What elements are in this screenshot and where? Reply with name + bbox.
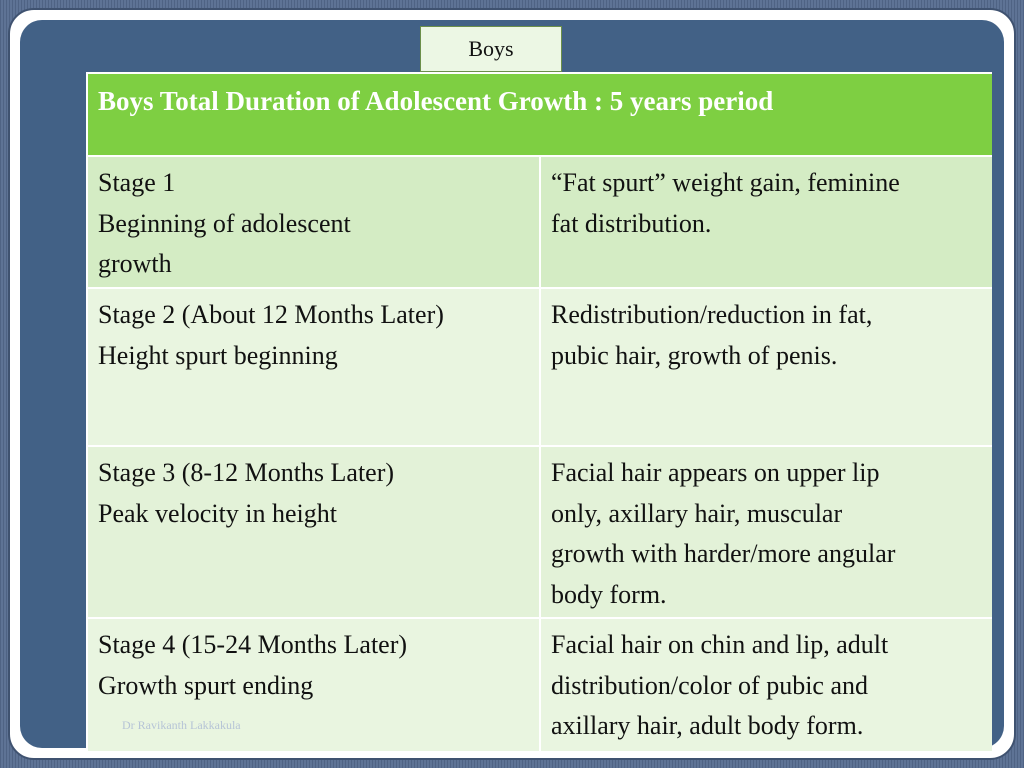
description-line: Facial hair on chin and lip, adult [551, 630, 889, 659]
description-line: Redistribution/reduction in fat, [551, 300, 873, 329]
boys-tab-label: Boys [420, 26, 562, 72]
description-cell: Redistribution/reduction in fat, pubic h… [540, 288, 993, 447]
description-line: distribution/color of pubic and [551, 670, 869, 700]
stage-subtitle: growth [98, 249, 172, 278]
stage-cell: Stage 4 (15-24 Months Later) Growth spur… [88, 618, 541, 753]
stage-title: Stage 1 [98, 168, 176, 197]
description-line: only, axillary hair, muscular [551, 498, 843, 528]
description-line: axillary hair, adult body form. [551, 711, 864, 740]
stage-subtitle: Growth spurt ending [98, 670, 314, 700]
table-row: Stage 3 (8-12 Months Later) Peak velocit… [88, 446, 993, 619]
description-cell: Facial hair appears on upper lip only, a… [540, 446, 993, 619]
stage-cell: Stage 1 Beginning of adolescent growth [88, 156, 541, 289]
stage-cell: Stage 3 (8-12 Months Later) Peak velocit… [88, 446, 541, 619]
stage-title: Stage 2 (About 12 Months Later) [98, 300, 444, 329]
table-header: Boys Total Duration of Adolescent Growth… [88, 74, 993, 157]
author-watermark: Dr Ravikanth Lakkakula [122, 718, 241, 732]
description-cell: Facial hair on chin and lip, adult distr… [540, 618, 993, 753]
stage-subtitle: Height spurt beginning [98, 340, 338, 370]
growth-stages-table: Boys Total Duration of Adolescent Growth… [86, 72, 993, 754]
description-cell: “Fat spurt” weight gain, feminine fat di… [540, 156, 993, 289]
description-line: Facial hair appears on upper lip [551, 458, 880, 487]
stage-title: Stage 4 (15-24 Months Later) [98, 630, 408, 659]
description-line: pubic hair, growth of penis. [551, 340, 838, 370]
stage-cell: Stage 2 (About 12 Months Later) Height s… [88, 288, 541, 447]
table-header-row: Boys Total Duration of Adolescent Growth… [88, 74, 993, 157]
slide: Boys Boys Total Duration of Adolescent G… [8, 8, 1016, 760]
table-row: Stage 4 (15-24 Months Later) Growth spur… [88, 618, 993, 753]
description-line: “Fat spurt” weight gain, feminine [551, 168, 900, 197]
stage-title: Stage 3 (8-12 Months Later) [98, 458, 395, 487]
description-line: body form. [551, 579, 667, 609]
table-row: Stage 2 (About 12 Months Later) Height s… [88, 288, 993, 447]
description-line: growth with harder/more angular [551, 539, 896, 568]
stage-subtitle: Peak velocity in height [98, 498, 338, 528]
table-row: Stage 1 Beginning of adolescent growth “… [88, 156, 993, 289]
description-line: fat distribution. [551, 208, 712, 238]
stage-subtitle: Beginning of adolescent [98, 208, 351, 238]
